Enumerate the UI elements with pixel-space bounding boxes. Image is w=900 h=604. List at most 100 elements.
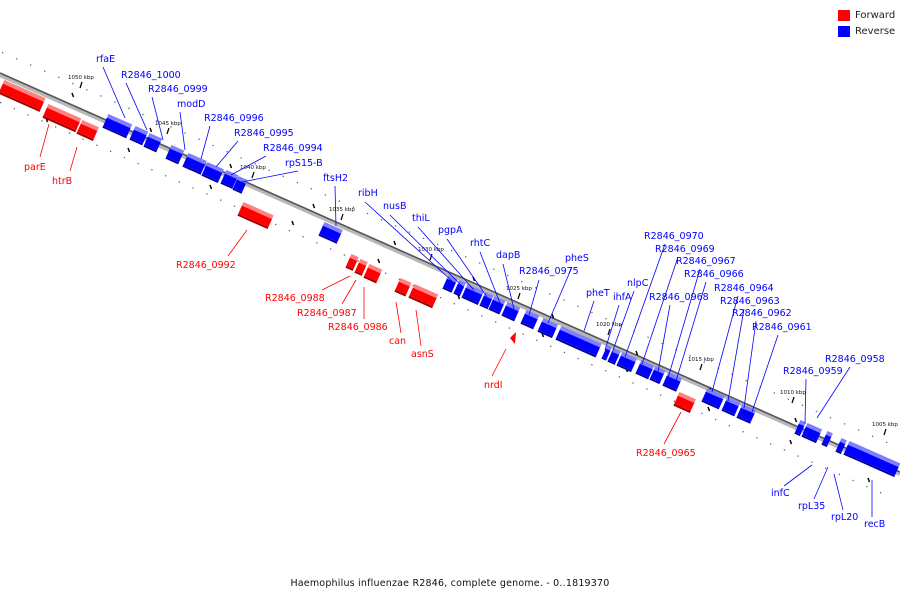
scale-dash [794,417,798,423]
gene-box-nusb[interactable] [453,279,466,297]
gene-box-htrb-b[interactable] [76,119,99,141]
scale-dash [635,350,639,356]
gene-box-r2846-0958[interactable] [801,422,823,444]
gene-label-ftsh2[interactable]: ftsH2 [323,173,348,184]
gene-box-r2846-0959[interactable] [794,419,806,437]
gene-box-r2846-0967[interactable] [662,371,683,392]
gene-label-pare[interactable]: parE [24,162,46,173]
gene-box-thil[interactable] [461,283,484,305]
gene-box-ftsh2[interactable] [318,221,343,244]
gene-box-rpl35[interactable] [835,437,847,455]
scale-dash [377,258,381,264]
gene-label-r2846-1000[interactable]: R2846_1000 [121,70,181,81]
gene-label-asns[interactable]: asnS [411,349,434,360]
gene-label-thil[interactable]: thiL [412,213,430,224]
gene-box-pare[interactable] [0,79,46,112]
tick-label: 1010 kbp [780,390,806,396]
tick-label: 1050 kbp [68,75,94,81]
gene-box-r2846-0970[interactable] [616,351,638,373]
gene-label-htrb[interactable]: htrB [52,176,72,187]
gene-label-r2846-0964[interactable]: R2846_0964 [714,283,774,294]
gene-box-r2846-1000[interactable] [129,125,149,146]
leader-line-r2846-0969 [641,256,679,365]
gene-label-can[interactable]: can [389,336,406,347]
gene-label-r2846-0968[interactable]: R2846_0968 [649,292,709,303]
gene-label-r2846-0996[interactable]: R2846_0996 [204,113,264,124]
gene-box-recb[interactable] [850,443,900,478]
gene-box-r2846-0987[interactable] [354,258,368,276]
gene-label-rpl20[interactable]: rpL20 [831,512,858,523]
gene-box-nlpc[interactable] [607,347,621,365]
gene-box-phes[interactable] [537,317,559,339]
leader-line-pare [39,123,50,158]
gene-label-pgpa[interactable]: pgpA [438,225,463,236]
gene-label-r2846-0995[interactable]: R2846_0995 [234,128,294,139]
tick-mark [79,81,83,89]
gene-label-nrdi[interactable]: nrdI [484,380,503,391]
gene-box-infc[interactable] [821,430,833,448]
gene-label-r2846-0962[interactable]: R2846_0962 [732,308,792,319]
gene-label-rfae[interactable]: rfaE [96,54,115,65]
gene-label-r2846-0988[interactable]: R2846_0988 [265,293,325,304]
gene-label-r2846-0992[interactable]: R2846_0992 [176,260,236,271]
gene-box-r2846-0963[interactable] [721,396,741,417]
gene-label-modd[interactable]: modD [177,99,205,110]
gene-box-can[interactable] [394,277,412,297]
gene-box-modd[interactable] [165,144,185,165]
gene-label-r2846-0999[interactable]: R2846_0999 [148,84,208,95]
gene-box-ihfa[interactable] [601,344,613,361]
gene-label-r2846-0963[interactable]: R2846_0963 [720,296,780,307]
gene-label-nusb[interactable]: nusB [383,201,407,212]
leader-line-phes [547,266,573,324]
gene-box-phet[interactable] [555,325,602,358]
gene-box-r2846-0992[interactable] [237,201,274,230]
gene-label-r2846-0961[interactable]: R2846_0961 [752,322,812,333]
gene-box-r2846-0996[interactable] [182,152,207,175]
gene-label-rps15-b[interactable]: rpS15-B [285,158,323,169]
gene-box-asns[interactable] [408,283,439,309]
gene-box-ribh[interactable] [442,274,458,293]
gene-label-r2846-0969[interactable]: R2846_0969 [655,244,715,255]
gene-label-rpl35[interactable]: rpL35 [798,501,825,512]
leader-line-r2846-0992 [227,229,248,257]
gene-box-htrb[interactable] [42,103,82,133]
leader-line-r2846-0970 [624,243,666,358]
gene-label-recb[interactable]: recB [864,519,885,530]
gene-box-r2846-0988[interactable] [345,253,359,271]
gene-box-r2846-0964[interactable] [701,387,725,410]
gene-label-r2846-0966[interactable]: R2846_0966 [684,269,744,280]
gene-box-rfae[interactable] [102,113,133,139]
gene-box-r2846-0986[interactable] [363,263,383,284]
gene-label-dapb[interactable]: dapB [496,250,520,261]
gene-label-r2846-0967[interactable]: R2846_0967 [676,256,736,267]
gene-label-r2846-0994[interactable]: R2846_0994 [263,143,323,154]
gene-box-r2846-0969[interactable] [635,359,655,380]
tick-mark [699,363,703,371]
gene-label-r2846-0975[interactable]: R2846_0975 [519,266,579,277]
gene-box-pgpa[interactable] [479,291,494,310]
gene-label-r2846-0986[interactable]: R2846_0986 [328,322,388,333]
gene-box-r2846-0975[interactable] [520,309,540,330]
gene-label-nlpc[interactable]: nlpC [627,278,649,289]
gene-box-r2846-0965[interactable] [673,391,696,413]
gene-label-ihfa[interactable]: ihfA [613,292,632,303]
gene-label-r2846-0970[interactable]: R2846_0970 [644,231,704,242]
gene-label-r2846-0958[interactable]: R2846_0958 [825,354,885,365]
gene-label-phes[interactable]: pheS [565,253,589,264]
gene-box-nrdi[interactable] [510,332,516,344]
leader-line-can [395,301,402,334]
gene-box-r2846-0999[interactable] [143,132,163,153]
gene-box-r2846-0995[interactable] [201,161,224,183]
scale-dash [707,406,711,412]
gene-label-phet[interactable]: pheT [586,288,610,299]
tick-label: 1035 kbp [329,207,355,213]
tick-mark [883,428,887,436]
gene-label-r2846-0987[interactable]: R2846_0987 [297,308,357,319]
gene-label-ribh[interactable]: ribH [358,188,378,199]
gene-label-r2846-0965[interactable]: R2846_0965 [636,448,696,459]
gene-box-r2846-0968[interactable] [649,365,666,385]
gene-label-r2846-0959[interactable]: R2846_0959 [783,366,843,377]
gene-label-rhtc[interactable]: rhtC [470,238,490,249]
reverse-swatch [838,25,850,37]
gene-label-infc[interactable]: infC [771,488,790,499]
